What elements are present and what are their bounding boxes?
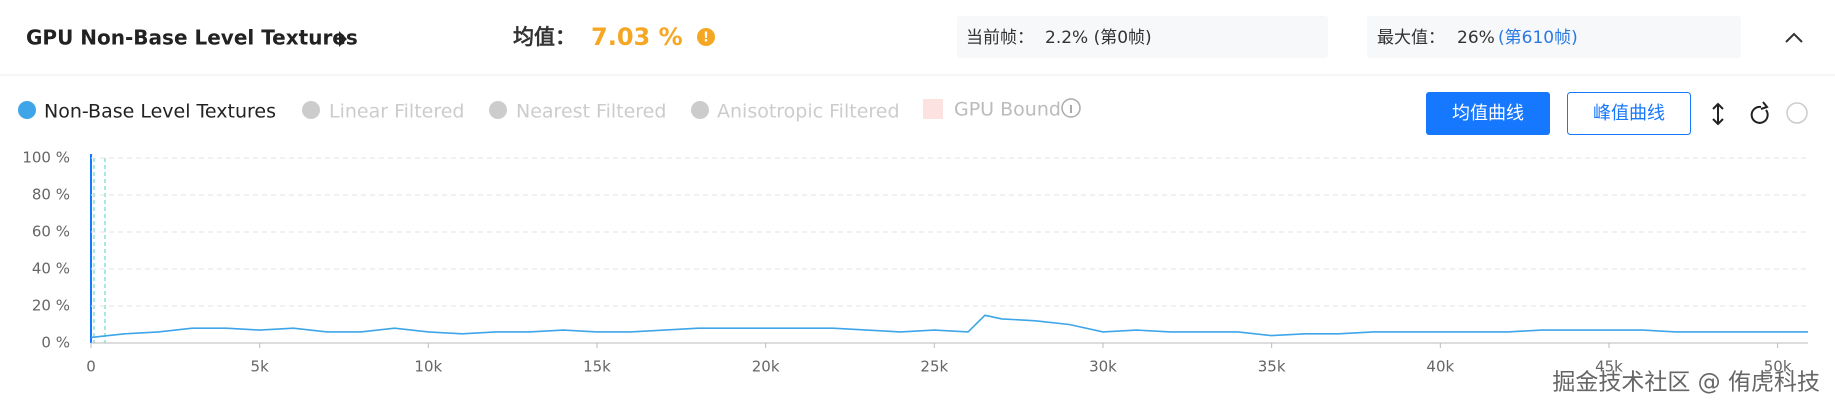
y-tick-label: 20 %	[32, 297, 70, 315]
watermark: 掘金技术社区 @ 侑虎科技	[1552, 370, 1820, 396]
y-tick-label: 40 %	[32, 260, 70, 278]
y-tick-label: 100 %	[22, 149, 70, 167]
x-tick-label: 20k	[752, 358, 780, 376]
legend-dot[interactable]	[691, 101, 709, 119]
legend-entry[interactable]: Nearest Filtered	[516, 101, 666, 123]
legend-dot[interactable]	[18, 101, 36, 119]
y-tick-label: 60 %	[32, 223, 70, 241]
mean-label: 均值：	[513, 25, 576, 49]
max-box	[1367, 16, 1741, 58]
legend-entry[interactable]: Linear Filtered	[329, 101, 464, 123]
peak-curve-button[interactable]	[1567, 92, 1691, 135]
x-tick-label: 45k	[1595, 358, 1623, 376]
legend-dot[interactable]	[302, 101, 320, 119]
button-label[interactable]: 峰值曲线	[1593, 103, 1665, 124]
y-tick-label: 0 %	[41, 334, 70, 352]
mean-value: 7.03 %	[591, 23, 683, 51]
refresh-icon[interactable]	[1750, 105, 1769, 124]
x-tick-label: 15k	[583, 358, 611, 376]
current-label: 当前帧：	[966, 28, 1034, 48]
button-label[interactable]: 均值曲线	[1452, 103, 1524, 124]
x-tick-label: 0	[86, 358, 96, 376]
current-box	[957, 16, 1328, 58]
x-tick-label: 35k	[1258, 358, 1286, 376]
x-tick-label: 40k	[1426, 358, 1454, 376]
refresh-arrow	[1760, 101, 1769, 110]
legend-entry[interactable]: Non-Base Level Textures	[44, 101, 276, 123]
legend-entry[interactable]: Anisotropic Filtered	[717, 101, 900, 123]
x-tick-label: 50k	[1764, 358, 1792, 376]
legend-entry[interactable]: GPU Bound	[954, 99, 1061, 121]
ai-icon[interactable]	[1786, 102, 1808, 124]
warning-icon[interactable]	[697, 28, 715, 46]
collapse-icon[interactable]	[1785, 32, 1803, 43]
legend-dot[interactable]	[489, 101, 507, 119]
resize-icon[interactable]	[1712, 102, 1724, 126]
x-tick-label: 10k	[414, 358, 442, 376]
warning-mark: !	[703, 31, 709, 46]
current-value: 2.2% (第0帧)	[1045, 28, 1152, 48]
x-tick-label: 5k	[251, 358, 270, 376]
panel-title[interactable]: GPU Non-Base Level Textures	[26, 26, 358, 50]
x-tick-label: 30k	[1089, 358, 1117, 376]
expand-icon[interactable]	[339, 31, 347, 47]
x-tick-label: 25k	[920, 358, 948, 376]
info-icon[interactable]	[1061, 98, 1081, 118]
series-line	[90, 314, 1808, 339]
legend-swatch[interactable]	[923, 99, 943, 119]
y-tick-label: 80 %	[32, 186, 70, 204]
max-frame-link[interactable]: (第610帧)	[1498, 28, 1578, 48]
mean-curve-button[interactable]	[1426, 92, 1550, 135]
max-value: 26%	[1457, 28, 1495, 48]
max-label: 最大值：	[1377, 28, 1445, 48]
